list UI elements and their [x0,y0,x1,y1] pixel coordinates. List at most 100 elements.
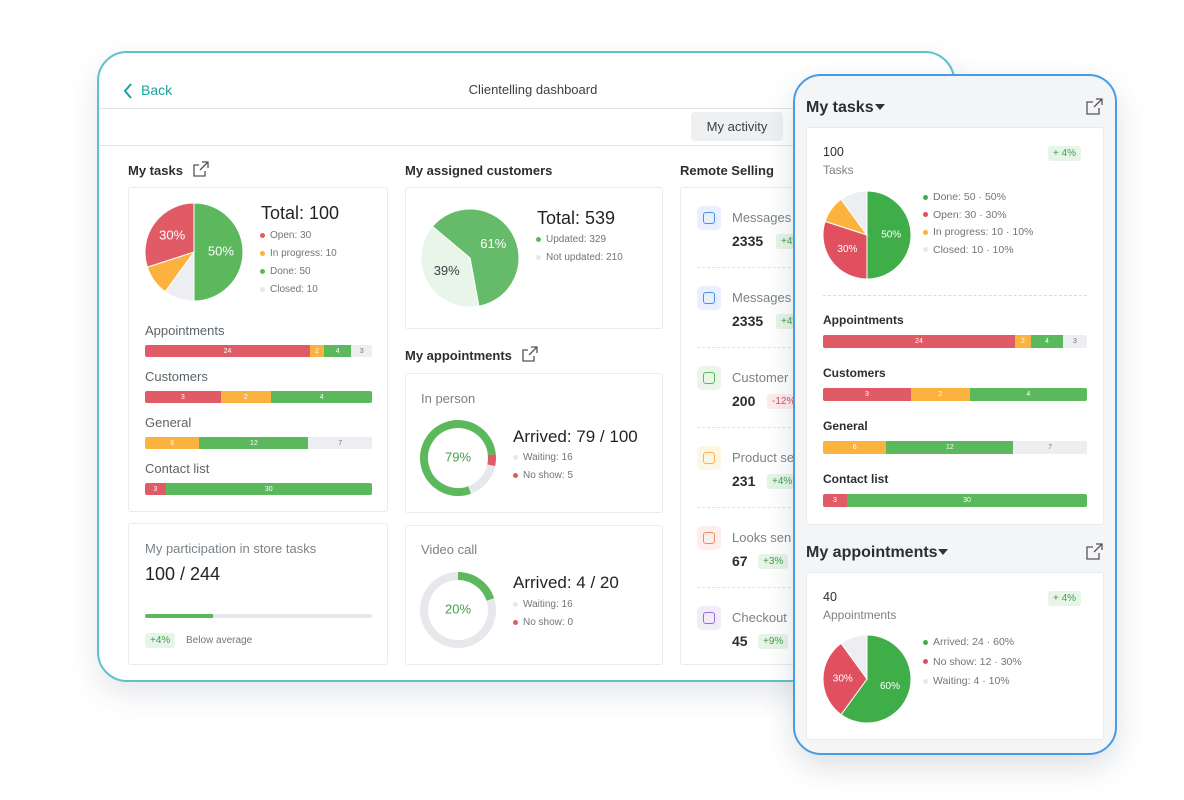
bar-segment: 2 [911,388,970,401]
item-value: 231 [732,473,756,489]
bar-value: 24 [915,338,923,345]
bar-list: Appointments 24 2 4 3 Customers 3 2 4 General 6 12 7… [145,323,372,507]
total: Total: 100 [261,203,340,223]
bar-segment: 6 [823,441,887,454]
section-title[interactable]: My tasks [806,99,874,116]
bar-value: 3 [833,497,837,504]
badge: + 4% [1048,591,1082,606]
tab[interactable]: My activity [691,112,783,141]
legend-text: Open: 30 [270,230,312,241]
bar-label: Customers [145,369,208,384]
legend-dot [260,268,265,274]
legend-text: Open: 30 · 30% [933,208,1007,221]
bar-value: 6 [852,444,857,451]
bar-value: 24 [223,347,232,355]
badge: +4% [145,633,176,648]
bar-group: Contact list 3 30 [823,472,1087,525]
bar-label: Appointments [145,323,225,338]
legend-item: Open: 30 [260,227,337,245]
bar-segment: 24 [823,335,1015,348]
total: Total: 539 [537,208,616,228]
section-title: Remote Selling [680,163,774,178]
legend-text: Closed: 10 · 10% [933,243,1014,256]
bar-value: 2 [938,391,943,398]
bar-label: General [823,419,868,433]
bar-value: 3 [153,485,158,493]
bar-label: Contact list [145,461,210,476]
dropdown-icon[interactable] [938,549,948,555]
external-link-icon[interactable] [522,346,538,362]
icon-glyph [703,212,715,224]
item-value: 2335 [732,313,764,329]
legend-text: Waiting: 4 · 10% [933,675,1010,687]
divider [823,295,1087,296]
bar-group: General 6 12 7 [145,415,372,461]
legend-dot [923,212,928,218]
legend: Open: 30 In progress: 10 Done: 50 Closed: 1… [260,227,337,299]
bar-segment: 3 [823,388,911,401]
item-name: Customer [732,370,789,385]
item-name: Looks sen [732,530,792,545]
bar-segment: 3 [145,391,221,403]
bar: 24 2 4 3 [145,345,372,357]
bar-value: 7 [338,439,343,447]
icon-glyph [703,452,715,464]
icon-tile [697,286,721,310]
card [405,187,663,329]
change-badge: -12% [767,394,801,409]
bar-segment: 7 [308,437,372,449]
score: 100 / 244 [145,564,221,584]
legend-text: Waiting: 16 [523,599,573,610]
bar-label: Contact list [823,472,889,486]
arrived: Arrived: 79 / 100 [513,427,638,446]
bar-value: 2 [243,393,248,401]
external-link-icon[interactable] [1086,98,1103,115]
badge: + 4% [1048,146,1082,161]
legend-dot [513,454,518,460]
legend-text: No show: 5 [523,470,574,481]
section-title: My assigned customers [405,163,553,178]
bar-segment: 2 [220,391,272,403]
icon-glyph [703,292,715,304]
legend-text: No show: 12 · 30% [933,655,1022,668]
external-link-icon[interactable] [193,161,209,177]
bar-segment: 2 [1015,335,1031,348]
bar-value: 3 [180,393,185,401]
legend-item: In progress: 10 · 10% [923,224,1033,242]
legend-item: Waiting: 16 [513,596,573,614]
legend-item: No show: 5 [513,467,573,485]
legend-text: In progress: 10 · 10% [933,226,1034,238]
unit: Tasks [823,163,854,177]
icon-tile [697,446,721,470]
bar-value: 30 [963,497,971,504]
arrived: Arrived: 4 / 20 [513,573,619,592]
bar-segment: 3 [1063,335,1087,348]
bar-segment: 3 [823,494,847,507]
bar-value: 12 [250,439,258,447]
section-title[interactable]: My appointments [806,544,938,561]
bar-label: General [145,415,192,430]
legend-dot [260,286,265,292]
icon-tile [697,206,721,230]
change-badge: +4% [767,474,798,489]
legend-dot [923,194,928,200]
bar-segment: 3 [351,345,372,357]
icon-tile [697,606,721,630]
section-title: My appointments [405,348,512,363]
legend-item: Updated: 329 [536,231,623,249]
back-icon[interactable] [123,83,133,99]
legend: Arrived: 24 · 60% No show: 12 · 30% Waitin… [923,633,1022,692]
dropdown-icon[interactable] [875,104,885,110]
legend-text: No show: 0 [523,617,574,628]
legend: Updated: 329 Not updated: 210 [536,231,623,267]
legend-item: Done: 50 · 50% [923,189,1033,207]
bar-group: Appointments 24 2 4 3 [145,323,372,369]
legend-item: Waiting: 16 [513,449,573,467]
card-title: In person [421,391,476,406]
external-link-icon[interactable] [1086,543,1103,560]
bar-list: Appointments 24 2 4 3 Customers 3 2 4 General 6 12 7… [823,313,1087,525]
bar: 6 12 7 [823,441,1087,454]
back-link[interactable]: Back [141,82,173,98]
bar-segment: 30 [847,494,1087,507]
